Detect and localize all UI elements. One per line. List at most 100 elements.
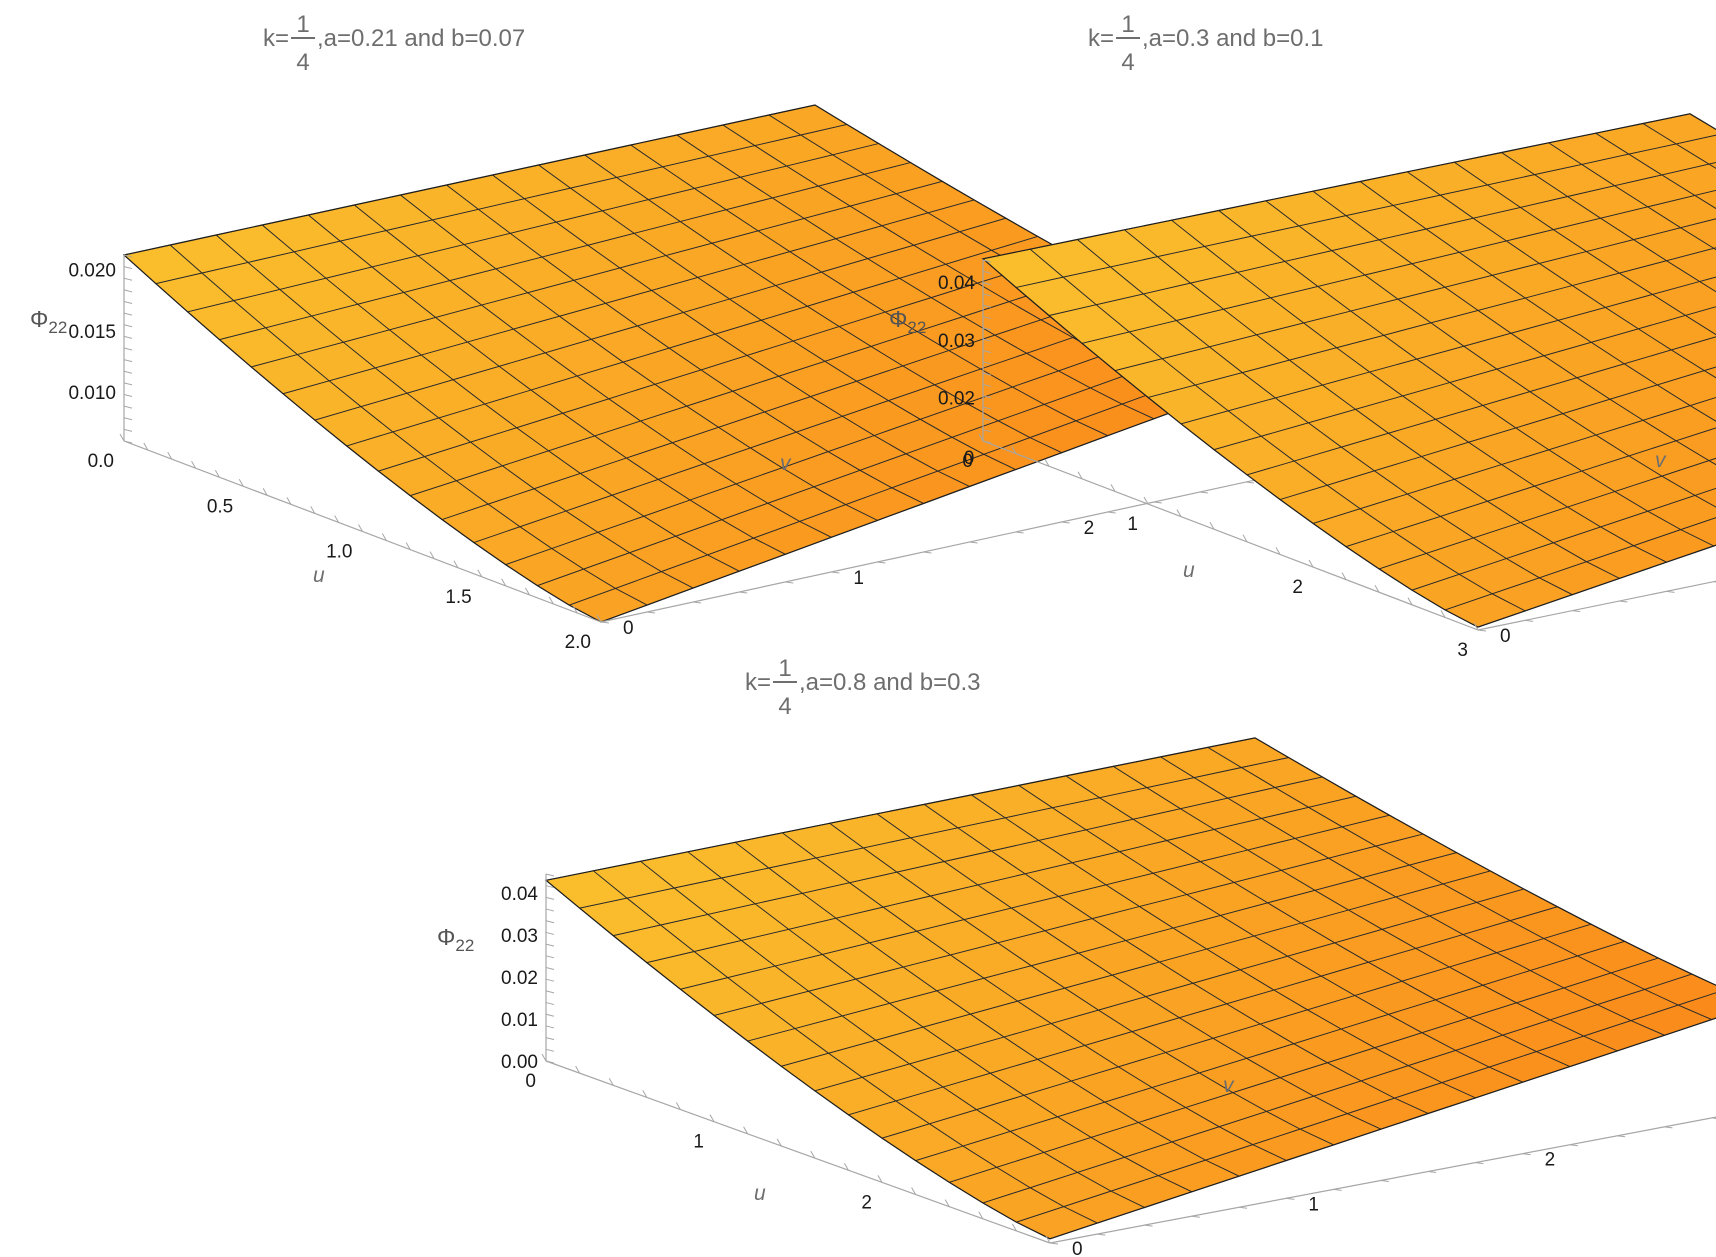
- u-tick-label: 1: [1127, 514, 1138, 535]
- z-minor-tick: [982, 282, 992, 286]
- chart-panel-1: k= 1 4 ,a=0.21 and b=0.07 0.0 0.5 1.0 1.5 2.0 0 1 2…: [30, 11, 1325, 653]
- v-minor-tick: [1097, 1233, 1106, 1236]
- z-minor-tick: [123, 254, 133, 258]
- u-minor-tick: [776, 1138, 782, 1147]
- z-tick-label: 0.02: [501, 968, 538, 989]
- z-tick-label: 0.01: [501, 1010, 538, 1031]
- u-tick-label: 0: [962, 451, 973, 472]
- u-tick-label: 2.0: [565, 632, 591, 653]
- z-minor-tick: [545, 931, 555, 935]
- z-minor-tick: [982, 293, 992, 297]
- u-minor-tick: [453, 560, 459, 568]
- z-tick-label: 0.00: [501, 1052, 538, 1073]
- z-axis-label: Φ22: [437, 924, 474, 955]
- title-fraction-numerator: 1: [778, 655, 791, 682]
- u-minor-tick: [1045, 1235, 1051, 1244]
- z-axis-label: Φ22: [30, 306, 67, 337]
- u-tick-label: 0.0: [88, 451, 114, 472]
- z-minor-tick: [545, 955, 555, 959]
- z-minor-tick: [545, 990, 555, 994]
- surface-cell: [1693, 189, 1716, 210]
- z-tick-label: 0.04: [938, 273, 975, 294]
- v-minor-tick: [1664, 1126, 1673, 1129]
- u-axis-line: [545, 1060, 1051, 1244]
- u-minor-tick: [143, 442, 149, 451]
- z-minor-tick: [545, 978, 555, 982]
- z-minor-tick: [982, 327, 992, 331]
- u-minor-tick: [429, 551, 435, 559]
- z-minor-tick: [545, 873, 555, 877]
- u-axis-line: [982, 440, 1479, 631]
- u-minor-tick: [310, 506, 316, 514]
- v-minor-tick: [1477, 629, 1487, 632]
- v-minor-tick: [600, 621, 610, 624]
- u-minor-tick: [978, 1211, 984, 1219]
- u-minor-tick: [843, 1162, 849, 1171]
- u-minor-tick: [1176, 509, 1182, 517]
- u-minor-tick: [334, 515, 340, 523]
- title-prefix: k=: [263, 25, 289, 52]
- z-minor-tick: [123, 405, 133, 409]
- u-minor-tick: [877, 1175, 883, 1183]
- u-minor-tick: [477, 569, 483, 577]
- z-minor-tick: [545, 1013, 555, 1017]
- u-minor-tick: [596, 614, 602, 623]
- u-minor-tick: [405, 542, 411, 550]
- u-minor-tick: [810, 1150, 816, 1159]
- v-axis-label: v: [1655, 449, 1667, 472]
- z-minor-tick: [123, 440, 133, 444]
- v-minor-tick: [647, 611, 656, 614]
- u-minor-tick: [1044, 458, 1050, 467]
- u-minor-tick: [1440, 610, 1446, 618]
- chart-title: k= 1 4 ,a=0.3 and b=0.1: [1088, 11, 1324, 76]
- surface: [981, 113, 1716, 628]
- v-minor-tick: [1525, 619, 1534, 622]
- v-minor-tick: [1049, 1242, 1059, 1245]
- v-minor-tick: [739, 591, 748, 594]
- u-minor-tick: [675, 1102, 681, 1110]
- v-minor-tick: [1191, 1215, 1200, 1218]
- title-prefix: k=: [745, 669, 771, 696]
- u-minor-tick: [501, 578, 507, 587]
- u-tick-label: 1: [693, 1132, 704, 1153]
- surface: [122, 104, 1294, 623]
- u-minor-tick: [1275, 547, 1281, 555]
- v-minor-tick: [969, 541, 978, 544]
- z-minor-tick: [982, 440, 992, 444]
- z-minor-tick: [123, 324, 133, 328]
- z-minor-tick: [545, 885, 555, 889]
- ticks: [119, 254, 1301, 624]
- z-tick-label: 0.02: [938, 389, 975, 410]
- z-tick-label: 0.015: [68, 322, 116, 343]
- v-minor-tick: [1569, 1144, 1578, 1147]
- u-minor-tick: [572, 605, 578, 614]
- u-minor-tick: [1407, 597, 1413, 606]
- v-minor-tick: [1199, 491, 1208, 494]
- z-minor-tick: [123, 301, 133, 304]
- v-minor-tick: [1572, 610, 1581, 613]
- z-minor-tick: [545, 1002, 555, 1006]
- u-minor-tick: [191, 460, 196, 469]
- u-minor-tick: [911, 1187, 917, 1195]
- u-minor-tick: [1374, 584, 1380, 593]
- z-minor-tick: [982, 259, 992, 263]
- title-fraction-numerator: 1: [296, 11, 309, 38]
- chart-title: k= 1 4 ,a=0.8 and b=0.3: [745, 655, 981, 720]
- u-minor-tick: [1011, 1223, 1017, 1232]
- u-tick-label: 1.5: [445, 587, 471, 608]
- title-fraction-denominator: 4: [1121, 49, 1134, 76]
- z-tick-label: 0.020: [68, 261, 116, 282]
- u-tick-label: 0.5: [207, 496, 233, 517]
- v-minor-tick: [1619, 600, 1628, 603]
- u-minor-tick: [743, 1126, 749, 1135]
- u-minor-tick: [608, 1078, 614, 1086]
- z-minor-tick: [545, 908, 555, 912]
- surface-cell: [1707, 457, 1716, 466]
- z-minor-tick: [545, 1037, 555, 1041]
- axis-labels: Φ22 u v: [889, 306, 1667, 582]
- surface: [544, 737, 1716, 1240]
- v-tick-label: 0: [1072, 1239, 1083, 1257]
- u-minor-tick: [541, 1053, 547, 1062]
- v-minor-tick: [1522, 1153, 1531, 1156]
